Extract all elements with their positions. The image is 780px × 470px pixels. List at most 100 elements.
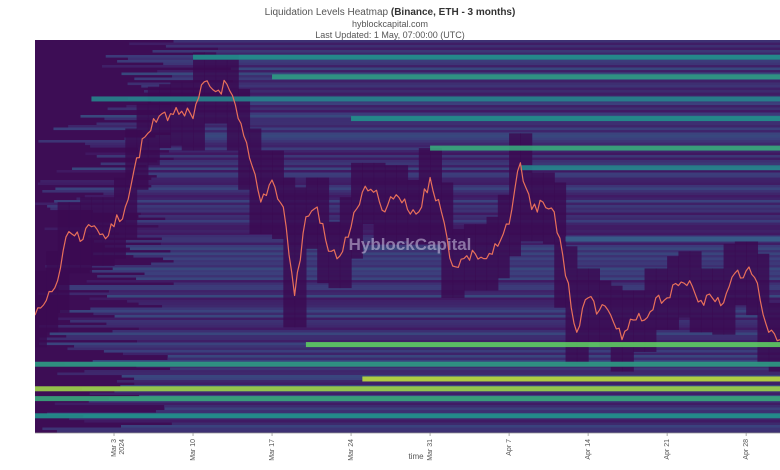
heatmap-row xyxy=(58,287,780,291)
heatmap-row xyxy=(171,422,780,426)
liquidation-bands xyxy=(35,40,780,433)
x-tick-label: Mar 3 xyxy=(111,439,118,457)
heatmap-row xyxy=(49,332,780,336)
heatmap-row xyxy=(203,87,780,91)
heatmap-row xyxy=(127,82,780,86)
cleared-zone xyxy=(655,268,668,330)
heatmap-row xyxy=(114,390,780,393)
heatmap-row xyxy=(106,322,780,326)
heatmap-row xyxy=(163,62,780,66)
heatmap-row xyxy=(102,65,780,68)
cleared-zone xyxy=(238,89,251,190)
heatmap-row xyxy=(230,67,780,71)
heatmap-row xyxy=(142,130,780,133)
heatmap-row xyxy=(66,335,780,338)
heatmap-row xyxy=(152,120,780,123)
chart-updated: Last Updated: 1 May, 07:00:00 (UTC) xyxy=(315,30,465,40)
heatmap-row xyxy=(103,350,780,353)
cleared-zone xyxy=(689,251,702,333)
chart-title-bold: (Binance, ETH - 3 months) xyxy=(390,7,516,18)
heatmap-row xyxy=(89,270,780,273)
cleared-zone xyxy=(757,253,770,365)
heatmap-row xyxy=(152,50,780,53)
cleared-zone xyxy=(170,81,183,146)
heatmap-row xyxy=(59,310,780,313)
heatmap-row xyxy=(144,90,780,93)
heatmap-row xyxy=(112,330,780,333)
cleared-zone xyxy=(531,172,544,242)
heatmap-row xyxy=(164,407,780,411)
cleared-zone xyxy=(80,197,93,274)
heatmap-row xyxy=(56,170,780,173)
heatmap-row xyxy=(129,42,780,46)
heatmap-row xyxy=(152,110,780,113)
heatmap-row xyxy=(42,427,780,431)
liquidation-band xyxy=(565,236,780,242)
heatmap-row xyxy=(204,52,780,56)
heatmap-row xyxy=(218,95,780,98)
heatmap-row xyxy=(167,355,780,358)
x-tick-sublabel: 2024 xyxy=(119,439,126,455)
x-tick-label: Mar 31 xyxy=(427,439,434,461)
heatmap-row xyxy=(97,275,780,278)
x-tick-label: Apr 14 xyxy=(585,439,592,460)
liquidation-band xyxy=(430,145,780,151)
heatmap-row xyxy=(138,327,780,331)
cleared-zone xyxy=(712,268,725,335)
cleared-zone xyxy=(734,241,747,306)
heatmap-row xyxy=(146,165,780,168)
cleared-zone xyxy=(678,251,691,318)
cleared-zone xyxy=(249,128,262,235)
heatmap-row xyxy=(120,425,780,428)
x-tick-label: Apr 21 xyxy=(664,439,671,460)
heatmap-row xyxy=(93,312,780,316)
cleared-zone xyxy=(317,177,330,284)
heatmap-row xyxy=(45,265,780,268)
heatmap-row xyxy=(84,420,780,423)
heatmap-row xyxy=(136,340,780,343)
cleared-zone xyxy=(407,180,420,244)
heatmap-row xyxy=(107,107,780,111)
cleared-zone xyxy=(68,202,81,274)
cleared-zone xyxy=(554,182,567,308)
heatmap-row xyxy=(90,307,780,311)
cleared-zone xyxy=(272,150,284,239)
cleared-zone xyxy=(497,194,510,279)
cleared-zone xyxy=(700,268,713,333)
chart-title: Liquidation Levels Heatmap (Binance, ETH… xyxy=(264,7,516,18)
cleared-zone xyxy=(599,280,612,348)
heatmap-row xyxy=(157,70,780,73)
cleared-zone xyxy=(621,290,634,372)
cleared-zone xyxy=(305,177,318,249)
heatmap-row xyxy=(88,400,780,403)
liquidation-band xyxy=(35,386,780,392)
price-series xyxy=(35,79,780,342)
heatmap-row xyxy=(132,172,780,176)
cleared-zone xyxy=(181,81,194,151)
heatmap-row xyxy=(114,315,780,318)
heatmap-row xyxy=(96,122,780,126)
cleared-zone xyxy=(576,268,589,365)
heatmap-row xyxy=(56,430,780,433)
heatmap-row xyxy=(38,325,780,328)
liquidation-band xyxy=(362,376,780,382)
liquidation-band xyxy=(193,54,780,60)
heatmap-row xyxy=(165,217,780,221)
heatmap-row xyxy=(173,157,780,161)
x-axis-ticks: Mar 3 2024 Mar 10 Mar 17 Mar 24 Mar 31 Apr 7 Ap… xyxy=(111,433,750,461)
cleared-zone xyxy=(723,243,736,335)
cleared-zone xyxy=(746,241,759,316)
x-axis-label: time xyxy=(408,452,424,461)
heatmap-row xyxy=(89,297,780,301)
cleared-zone xyxy=(114,177,126,259)
cleared-zone xyxy=(215,54,228,124)
cleared-zone xyxy=(102,197,115,266)
heatmap-row xyxy=(164,405,780,408)
cleared-zone xyxy=(362,162,375,225)
cleared-zone xyxy=(430,148,442,244)
heatmap-row xyxy=(155,135,780,138)
liquidation-band xyxy=(35,396,780,402)
heatmap-row xyxy=(170,367,780,371)
heatmap-row xyxy=(68,125,780,128)
